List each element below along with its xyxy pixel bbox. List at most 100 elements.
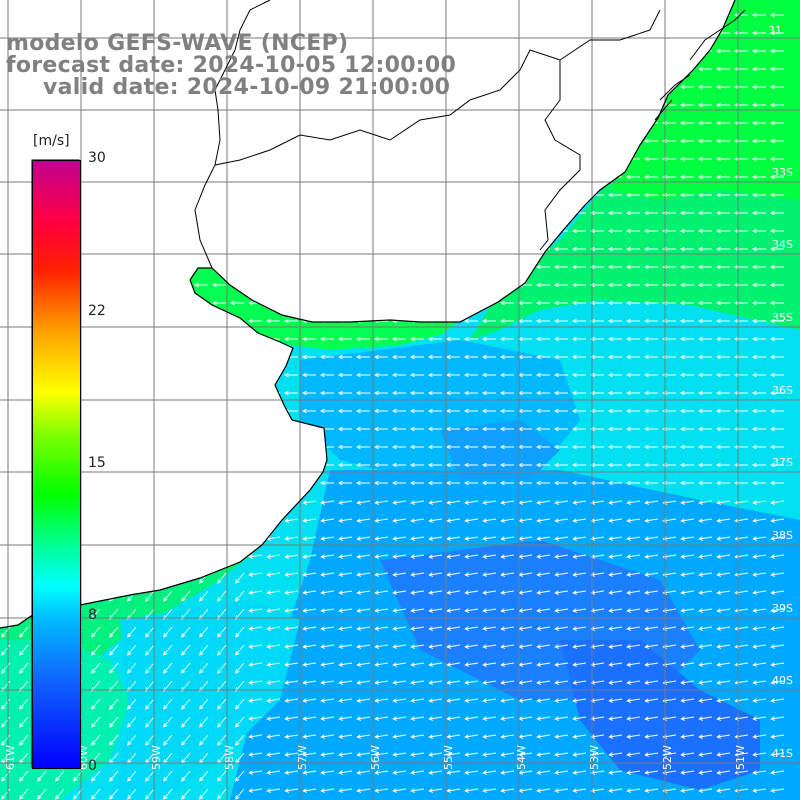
wind-arrow [482, 536, 497, 541]
wind-arrow [626, 680, 641, 685]
wind-arrow [572, 228, 586, 234]
wind-arrow [109, 770, 119, 782]
wind-arrow [392, 716, 407, 721]
wind-arrow [392, 572, 407, 577]
wind-arrow [572, 752, 587, 757]
wind-arrow [572, 480, 586, 486]
wind-arrow [716, 228, 730, 234]
wind-arrow [572, 770, 587, 775]
wind-arrow [482, 572, 497, 577]
wind-arrow [536, 282, 550, 288]
wind-arrow [644, 282, 658, 288]
wind-arrow [536, 480, 550, 486]
wind-arrow [644, 408, 658, 414]
wind-arrow [91, 734, 101, 746]
wind-arrow [572, 444, 586, 450]
wind-arrow [446, 500, 461, 505]
wind-arrow [482, 426, 496, 432]
wind-arrow [608, 210, 622, 216]
wind-arrow [770, 246, 784, 252]
wind-arrow [374, 500, 389, 505]
wind-arrow [734, 120, 748, 126]
wind-arrow [500, 536, 515, 541]
lat-label: 39S [772, 602, 793, 615]
lat-label: 33S [772, 166, 793, 179]
wind-arrow [464, 644, 479, 649]
wind-arrow [716, 354, 730, 360]
wind-arrow [19, 626, 29, 638]
wind-arrow [608, 372, 622, 378]
wind-arrow [644, 228, 658, 234]
wind-arrow [698, 102, 712, 108]
wind-arrow [302, 788, 317, 793]
wind-arrow [608, 390, 622, 396]
wind-arrow [320, 536, 335, 541]
wind-arrow [734, 102, 748, 108]
wind-arrow [698, 120, 712, 126]
wind-arrow [302, 554, 317, 559]
wind-arrow [554, 590, 569, 595]
wind-arrow [284, 698, 299, 703]
wind-arrow [410, 408, 424, 414]
wind-arrow [680, 264, 694, 270]
wind-arrow [302, 500, 317, 505]
wind-arrow [19, 662, 29, 674]
wind-arrow [410, 788, 425, 793]
wind-arrow [109, 644, 119, 656]
wind-arrow [734, 192, 748, 198]
wind-arrow [163, 590, 173, 602]
wind-arrow [608, 336, 622, 342]
wind-arrow [392, 788, 407, 793]
wind-arrow [338, 590, 353, 595]
wind-arrow [482, 752, 497, 757]
wind-arrow [302, 354, 316, 360]
wind-arrow [770, 554, 785, 559]
wind-arrow [626, 318, 640, 324]
wind-arrow [302, 572, 317, 577]
wind-arrow [626, 426, 640, 432]
wind-arrow [770, 734, 785, 739]
wind-arrow [284, 680, 299, 685]
wind-arrow [464, 372, 478, 378]
wind-arrow [590, 462, 604, 468]
wind-arrow [338, 770, 353, 775]
wind-arrow [572, 336, 586, 342]
wind-arrow [554, 390, 568, 396]
wind-arrow [199, 662, 209, 674]
wind-arrow [356, 644, 371, 649]
wind-arrow [446, 536, 461, 541]
wind-arrow [770, 300, 784, 306]
wind-arrow [680, 300, 694, 306]
wind-arrow [428, 426, 442, 432]
wind-arrow [37, 770, 47, 782]
wind-arrow [284, 770, 299, 775]
wind-arrow [199, 770, 209, 782]
lat-label: 41S [772, 747, 793, 760]
wind-arrow [410, 354, 424, 360]
wind-arrow [482, 626, 497, 631]
wind-arrow [392, 444, 406, 450]
wind-arrow [626, 336, 640, 342]
wind-arrow [266, 554, 281, 559]
wind-arrow [482, 318, 496, 324]
wind-arrow [266, 572, 281, 577]
wind-arrow [464, 662, 479, 667]
wind-arrow [338, 716, 353, 721]
wind-arrow [536, 462, 550, 468]
wind-arrow [770, 572, 785, 577]
wind-arrow [464, 770, 479, 775]
wind-arrow [145, 590, 155, 602]
wind-arrow [410, 644, 425, 649]
wind-arrow [590, 318, 604, 324]
wind-arrow [536, 698, 551, 703]
wind-arrow [626, 662, 641, 667]
wind-arrow [217, 770, 227, 782]
wind-arrow [716, 300, 730, 306]
wind-arrow [644, 246, 658, 252]
wind-arrow [446, 644, 461, 649]
wind-arrow [644, 210, 658, 216]
wind-arrow [235, 572, 245, 584]
wind-arrow [410, 536, 425, 541]
wind-arrow [680, 210, 694, 216]
wind-arrow [320, 698, 335, 703]
